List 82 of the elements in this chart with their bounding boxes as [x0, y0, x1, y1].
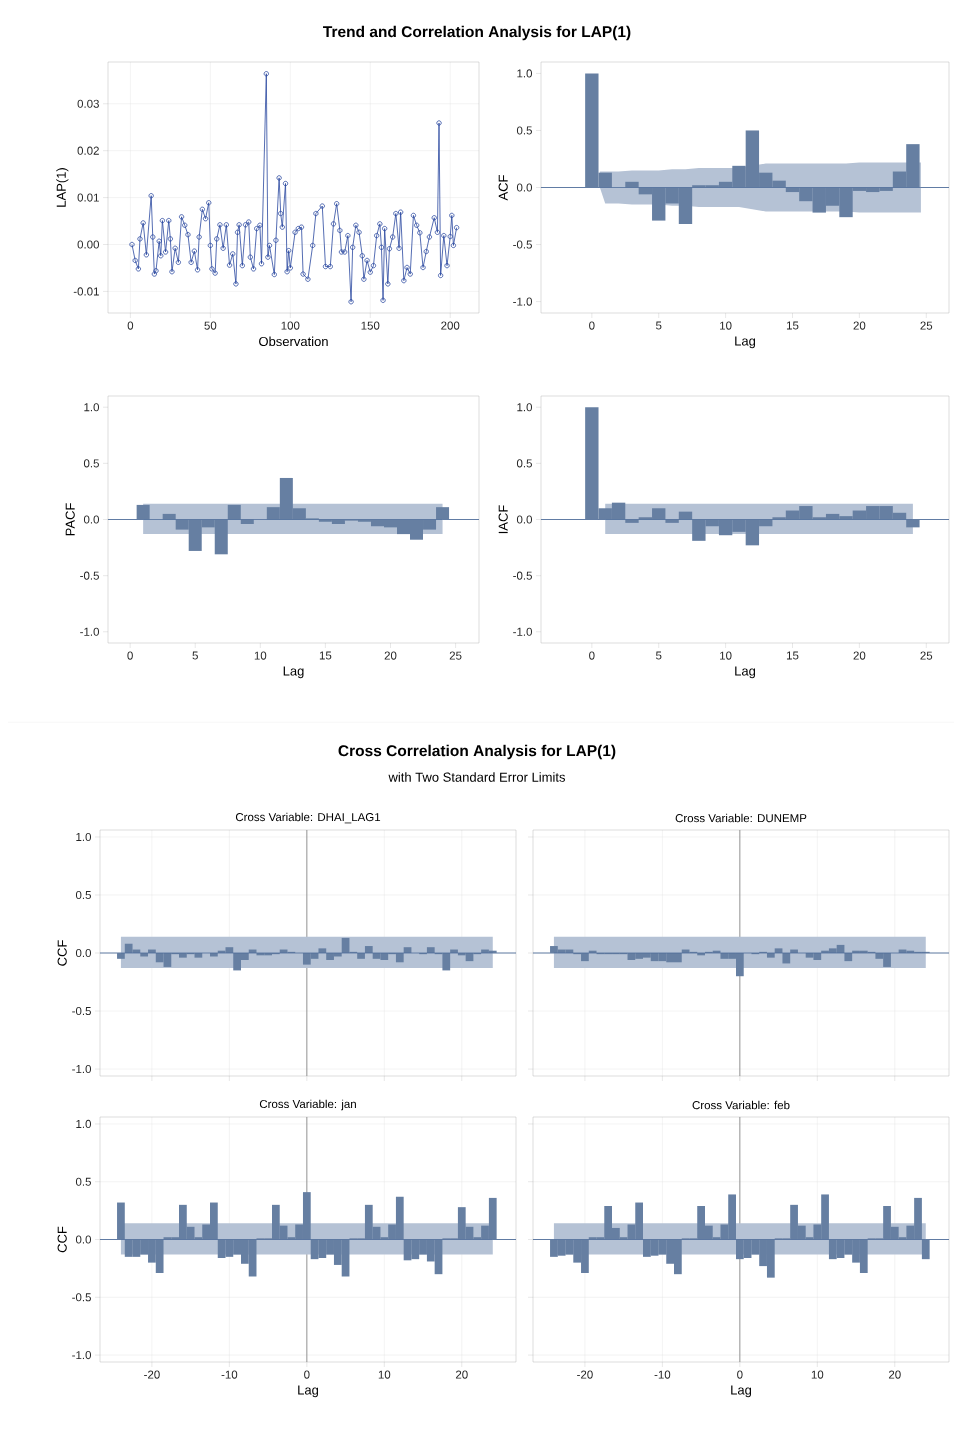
x-tick-label: 25 [920, 321, 933, 330]
y-tick-label: 0.00 [77, 240, 100, 249]
chart-title: Cross Variable: DUNEMP [675, 813, 807, 823]
y-tick-label: -0.01 [73, 287, 99, 296]
x-tick-label: -20 [144, 1370, 160, 1379]
x-axis-title: Lag [283, 666, 304, 679]
x-tick-label: 0 [127, 651, 133, 660]
y-tick-label: 1.0 [517, 69, 533, 78]
x-tick-label: 10 [254, 651, 267, 660]
x-tick-label: 10 [811, 1370, 824, 1379]
x-tick-label: 20 [853, 321, 866, 330]
chart-title: Trend and Correlation Analysis for LAP(1) [323, 25, 631, 41]
chart-title: Cross Correlation Analysis for LAP(1) [338, 744, 616, 760]
x-axis-title: Lag [735, 336, 756, 349]
y-tick-label: 1.0 [517, 403, 533, 412]
x-axis-title: Lag [298, 1385, 319, 1398]
y-tick-label: 0.0 [75, 948, 92, 958]
x-tick-label: 20 [455, 1370, 468, 1379]
x-axis-title: Lag [731, 1385, 752, 1398]
y-tick-label: 0.0 [75, 1235, 92, 1244]
x-tick-label: 25 [449, 651, 462, 660]
y-tick-label: 1.0 [76, 832, 92, 842]
y-tick-label: 0.5 [516, 126, 532, 135]
x-tick-label: 0 [304, 1370, 310, 1379]
y-tick-label: -0.5 [513, 571, 532, 580]
x-tick-label: 50 [204, 321, 217, 330]
x-tick-label: 150 [361, 321, 380, 330]
x-tick-label: 15 [319, 651, 332, 660]
y-tick-label: 1.0 [76, 1119, 92, 1129]
x-tick-label: 20 [853, 651, 866, 660]
y-tick-label: -1.0 [80, 627, 100, 636]
y-axis-title: ACF [498, 175, 508, 201]
x-tick-label: 20 [384, 651, 397, 660]
y-axis-title: CCF [57, 1226, 67, 1253]
text: Cross Variable: DHAI_LAG1 [235, 812, 381, 824]
y-tick-label: 1.0 [84, 403, 100, 412]
y-tick-label: -1.0 [513, 627, 533, 636]
x-tick-label: 10 [720, 321, 732, 330]
y-axis-title: LAP(1) [56, 168, 69, 207]
x-tick-label: 0 [737, 1370, 743, 1379]
x-tick-label: 0 [127, 321, 134, 330]
y-tick-label: 0.5 [75, 890, 91, 900]
y-tick-label: -0.5 [513, 240, 532, 249]
x-tick-label: 5 [655, 651, 662, 660]
x-tick-label: 25 [920, 651, 933, 660]
chart-title: Cross Variable: jan [259, 1099, 356, 1111]
y-tick-label: 0.02 [77, 146, 99, 155]
y-tick-label: 0.01 [77, 193, 99, 202]
y-tick-label: 0.5 [83, 459, 99, 468]
chart-title: Cross Variable: feb [692, 1100, 790, 1110]
x-tick-label: 0 [589, 651, 595, 660]
x-tick-label: -10 [654, 1370, 671, 1379]
x-tick-label: 15 [786, 321, 799, 330]
y-tick-label: -1.0 [72, 1351, 92, 1360]
x-tick-label: 5 [192, 651, 198, 660]
x-tick-label: 200 [441, 321, 460, 330]
y-tick-label: 0.0 [83, 515, 100, 524]
chart-subtitle: with Two Standard Error Limits [388, 772, 566, 782]
y-axis-title: IACF [498, 505, 508, 534]
x-tick-label: 15 [786, 651, 799, 660]
x-tick-label: 5 [655, 321, 662, 330]
x-tick-label: 10 [720, 651, 732, 660]
x-tick-label: -10 [221, 1370, 238, 1379]
y-tick-label: 0.0 [516, 515, 533, 524]
x-tick-label: 10 [378, 1370, 391, 1379]
x-axis-title: Lag [735, 666, 756, 679]
y-tick-label: 0.5 [75, 1177, 91, 1186]
y-tick-label: 0.0 [516, 183, 533, 192]
x-tick-label: 0 [589, 321, 595, 330]
y-tick-label: -1.0 [72, 1064, 92, 1074]
x-tick-label: -20 [577, 1370, 593, 1379]
y-tick-label: 0.03 [77, 99, 99, 108]
x-axis-title: Observation [259, 336, 328, 347]
y-tick-label: -0.5 [72, 1293, 91, 1302]
y-tick-label: -0.5 [72, 1006, 91, 1016]
y-axis-title: PACF [65, 503, 75, 536]
x-tick-label: 100 [281, 321, 300, 330]
x-tick-label: 20 [888, 1370, 901, 1379]
y-tick-label: -0.5 [80, 571, 99, 580]
y-tick-label: -1.0 [513, 297, 533, 306]
y-tick-label: 0.5 [516, 459, 532, 468]
y-axis-title: CCF [57, 940, 67, 966]
